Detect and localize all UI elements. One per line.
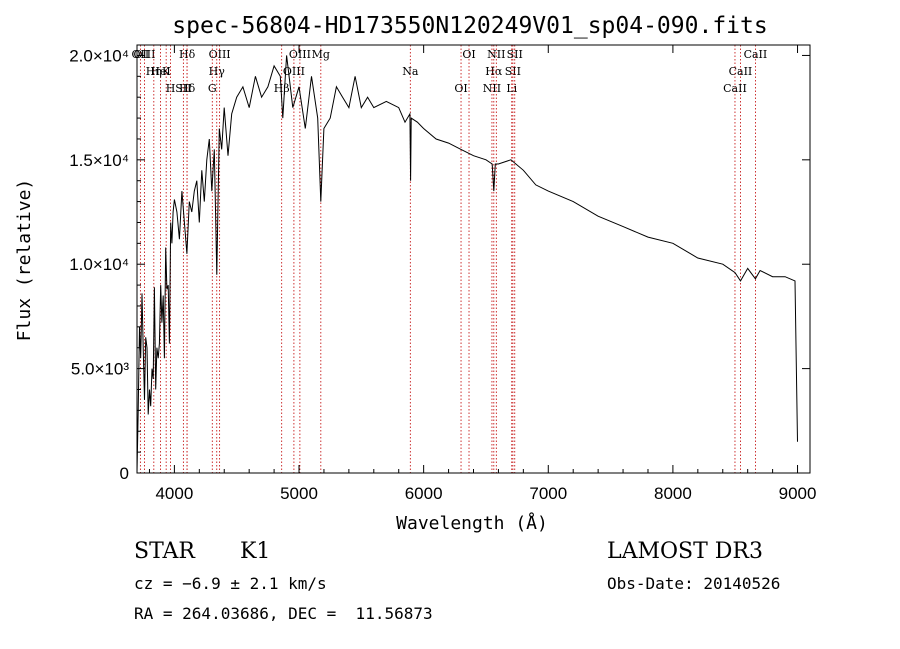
line-label: Hα xyxy=(485,65,503,78)
line-label: CaII xyxy=(744,48,768,61)
x-tick-label: 7000 xyxy=(529,484,567,503)
y-tick-label: 0 xyxy=(120,464,129,483)
x-tick-label: 5000 xyxy=(280,484,318,503)
line-label: Na xyxy=(402,65,419,78)
y-tick-label: 1.0×10⁴ xyxy=(69,255,129,274)
y-axis-label: Flux (relative) xyxy=(14,179,35,342)
line-label: Hγ xyxy=(209,65,226,78)
line-label: Hδ xyxy=(179,48,196,61)
line-annotations: HδKHδOIIHeISIIOIIIHηHOIIIHγGOIIIOIIIHβMg… xyxy=(132,45,768,473)
line-label: Hβ xyxy=(274,82,290,95)
line-label: NII xyxy=(487,48,505,61)
line-label: G xyxy=(208,82,217,95)
line-label: OIII xyxy=(133,48,155,61)
line-label: H xyxy=(166,82,176,95)
x-tick-label: 6000 xyxy=(405,484,443,503)
spectrum-series xyxy=(136,55,798,474)
spectrum-line xyxy=(136,55,798,474)
chart-title: spec-56804-HD173550N120249V01_sp04-090.f… xyxy=(172,13,767,39)
plot-frame xyxy=(136,44,811,474)
survey-name: LAMOST DR3 xyxy=(607,539,763,564)
line-label: OI xyxy=(454,82,467,95)
line-label: OIII xyxy=(209,48,231,61)
line-label: OII xyxy=(132,48,150,61)
redshift-velocity: cz = −6.9 ± 2.1 km/s xyxy=(134,574,327,593)
coordinates: RA = 264.03686, DEC = 11.56873 xyxy=(134,604,433,623)
line-label: Hη xyxy=(146,65,162,78)
line-label: OIII xyxy=(289,48,311,61)
object-type: STAR xyxy=(134,539,195,564)
line-label: SII xyxy=(505,65,521,78)
line-label: CaII xyxy=(723,82,747,95)
line-label: Li xyxy=(506,82,517,95)
line-label: K xyxy=(162,65,171,78)
x-tick-label: 9000 xyxy=(779,484,817,503)
line-label: NII xyxy=(483,82,501,95)
x-tick-label: 4000 xyxy=(155,484,193,503)
x-tick-label: 8000 xyxy=(654,484,692,503)
line-label: CaII xyxy=(729,65,753,78)
y-axis: 0 5.0×10³ 1.0×10⁴ 1.5×10⁴ 2.0×10⁴ xyxy=(69,46,810,483)
line-label: OI xyxy=(462,48,475,61)
y-tick-label: 5.0×10³ xyxy=(71,360,129,379)
x-axis: 4000 5000 6000 7000 8000 9000 xyxy=(148,45,817,503)
line-label: Mg xyxy=(312,48,330,61)
line-label: SII xyxy=(175,82,191,95)
y-tick-label: 1.5×10⁴ xyxy=(69,151,129,170)
line-label: HeI xyxy=(150,65,170,78)
line-label: SII xyxy=(507,48,523,61)
observation-date: Obs-Date: 20140526 xyxy=(607,574,781,593)
x-axis-label: Wavelength (Å) xyxy=(396,512,548,534)
object-subclass: K1 xyxy=(240,539,271,564)
y-tick-label: 2.0×10⁴ xyxy=(69,46,129,65)
